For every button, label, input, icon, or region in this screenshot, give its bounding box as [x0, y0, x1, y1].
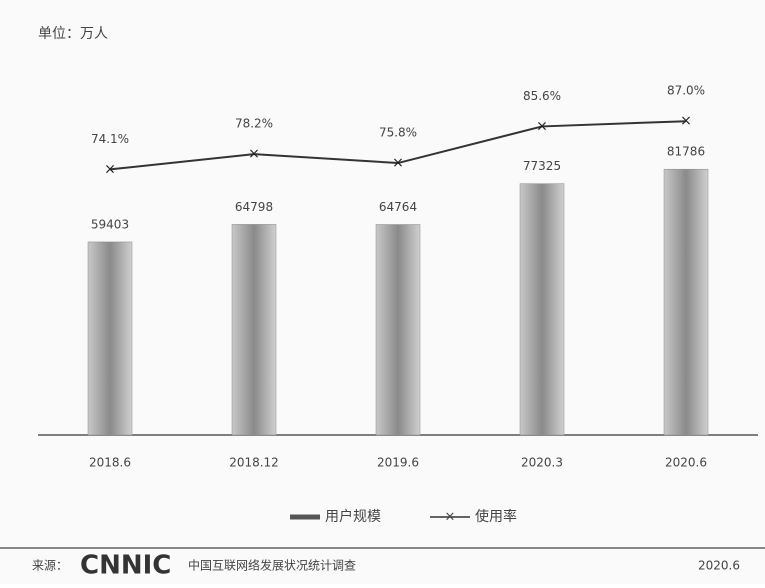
- rate-value-label: 74.1%: [91, 132, 129, 146]
- legend-marker: ×: [445, 510, 456, 525]
- legend-label: 使用率: [475, 508, 517, 525]
- bar: [519, 183, 565, 436]
- x-tick-label: 2018.6: [89, 456, 131, 470]
- rate-line: [109, 120, 687, 171]
- bar-value-label: 59403: [91, 217, 129, 231]
- rate-value-label: 75.8%: [379, 126, 417, 140]
- rate-marker: ×: [104, 161, 116, 177]
- x-tick-label: 2020.3: [521, 456, 563, 470]
- rate-marker: ×: [248, 146, 260, 162]
- rate-marker: ×: [536, 118, 548, 134]
- bar: [231, 224, 277, 436]
- source-label: 来源：: [32, 559, 68, 573]
- rate-value-label: 87.0%: [667, 84, 705, 98]
- rate-marker: ×: [392, 155, 404, 171]
- bar: [375, 224, 421, 436]
- bar-value-label: 81786: [667, 145, 705, 159]
- rate-value-label: 85.6%: [523, 89, 561, 103]
- legend-label: 用户规模: [325, 508, 381, 525]
- rate-value-label: 78.2%: [235, 117, 273, 131]
- logo: CNNIC: [80, 551, 171, 581]
- x-tick-label: 2018.12: [229, 456, 279, 470]
- bar-value-label: 77325: [523, 159, 561, 173]
- bar: [663, 168, 709, 436]
- date: 2020.6: [698, 559, 740, 573]
- rate-marker: ×: [680, 113, 692, 129]
- x-tick-label: 2020.6: [665, 456, 707, 470]
- unit-label: 单位：万人: [38, 26, 108, 42]
- bar-value-label: 64764: [379, 200, 417, 214]
- bar: [87, 241, 133, 436]
- source-name: 中国互联网络发展状况统计调查: [188, 558, 356, 573]
- bar-value-label: 64798: [235, 200, 273, 214]
- x-tick-label: 2019.6: [377, 456, 419, 470]
